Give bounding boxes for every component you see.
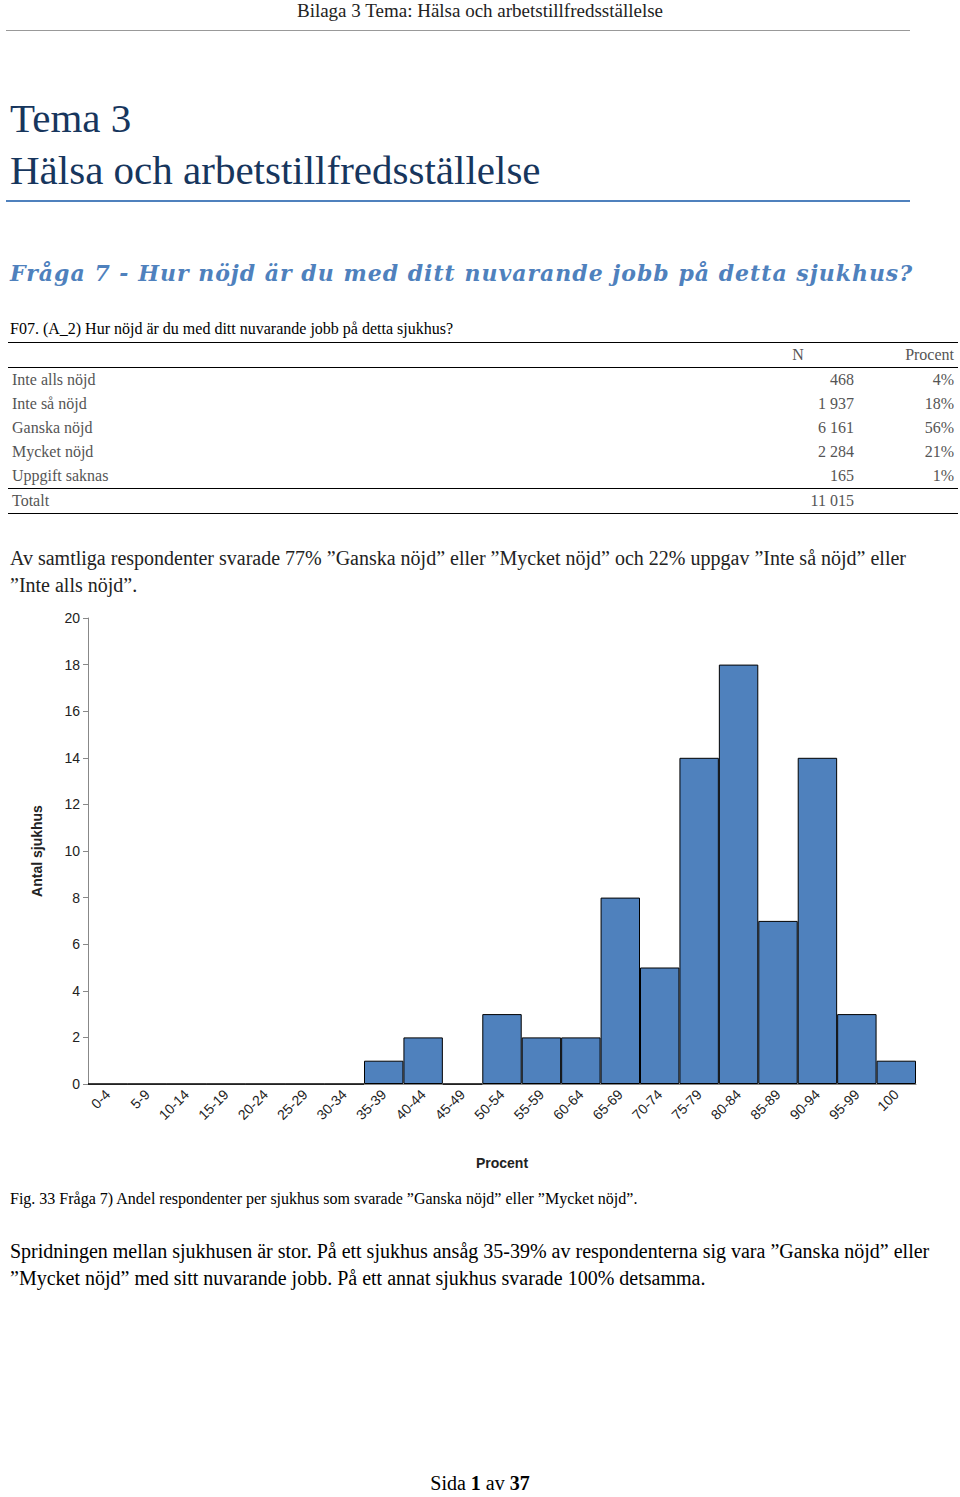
html-text:21%: 21% — [924, 443, 954, 460]
html-text:Mycket nöjd: Mycket nöjd — [12, 443, 94, 460]
html-text:Spridningen mellan sjukhusen ä: Spridningen mellan sjukhusen är stor. På… — [10, 1240, 930, 1289]
html-text:Ganska nöjd: Ganska nöjd — [12, 419, 93, 436]
svg-text:0-4: 0-4 — [88, 1086, 114, 1112]
html-text:1%: 1% — [932, 467, 954, 484]
svg-text:12: 12 — [64, 796, 80, 812]
svg-text:85-89: 85-89 — [747, 1086, 784, 1123]
svg-text:45-49: 45-49 — [432, 1086, 469, 1123]
html-text:Inte så nöjd: Inte så nöjd — [12, 395, 87, 412]
html-text:468: 468 — [830, 371, 854, 388]
svg-text:60-64: 60-64 — [550, 1086, 587, 1123]
svg-text:16: 16 — [64, 703, 80, 719]
svg-text:8: 8 — [72, 890, 80, 906]
svg-text:18: 18 — [64, 657, 80, 673]
svg-text:50-54: 50-54 — [471, 1086, 508, 1123]
html-text:Inte alls nöjd: Inte alls nöjd — [12, 371, 96, 388]
svg-text:75-79: 75-79 — [668, 1086, 705, 1123]
svg-text:6: 6 — [72, 936, 80, 952]
html-text:Uppgift saknas: Uppgift saknas — [12, 467, 109, 484]
html-text:56%: 56% — [924, 419, 954, 436]
svg-text:80-84: 80-84 — [708, 1086, 745, 1123]
svg-text:70-74: 70-74 — [629, 1086, 666, 1123]
html-text:Bilaga 3 Tema: Hälsa och arbet: Bilaga 3 Tema: Hälsa och arbetstillfreds… — [297, 0, 663, 21]
html-text:Totalt: Totalt — [12, 492, 50, 509]
svg-text:20: 20 — [64, 610, 80, 626]
svg-text:15-19: 15-19 — [195, 1086, 232, 1123]
svg-text:100: 100 — [874, 1086, 902, 1114]
html-text:Fig. 33 Fråga 7) Andel respond: Fig. 33 Fråga 7) Andel respondenter per … — [10, 1190, 638, 1207]
svg-text:5-9: 5-9 — [127, 1086, 153, 1112]
html-text:Av samtliga respondenter svara: Av samtliga respondenter svarade 77% ”Ga… — [10, 547, 906, 596]
html-text:11 015: 11 015 — [810, 492, 854, 509]
html-text:Fråga 7 - Hur nöjd är du med d: Fråga 7 - Hur nöjd är du med ditt nuvara… — [10, 260, 914, 286]
svg-text:40-44: 40-44 — [392, 1086, 429, 1123]
html-text:2 284: 2 284 — [818, 443, 854, 460]
svg-text:25-29: 25-29 — [274, 1086, 311, 1123]
html-text:1 937: 1 937 — [818, 395, 854, 412]
svg-text:30-34: 30-34 — [313, 1086, 350, 1123]
svg-text:35-39: 35-39 — [353, 1086, 390, 1123]
html-text:6 161: 6 161 — [818, 419, 854, 436]
svg-text:14: 14 — [64, 750, 80, 766]
svg-text:90-94: 90-94 — [786, 1086, 823, 1123]
html-text:N: N — [792, 346, 804, 363]
html-text:Tema 3: Tema 3 — [10, 95, 132, 141]
svg-text:55-59: 55-59 — [510, 1086, 547, 1123]
html-text:F07. (A_2) Hur nöjd är du med: F07. (A_2) Hur nöjd är du med ditt nuvar… — [10, 320, 453, 337]
svg-text:0: 0 — [72, 1076, 80, 1092]
svg-text:Procent: Procent — [476, 1155, 528, 1171]
svg-text:65-69: 65-69 — [589, 1086, 626, 1123]
html-text:Hälsa och arbetstillfredsställ: Hälsa och arbetstillfredsställelse — [10, 147, 541, 193]
svg-text:Antal sjukhus: Antal sjukhus — [29, 805, 45, 897]
svg-text:10: 10 — [64, 843, 80, 859]
svg-text:2: 2 — [72, 1029, 80, 1045]
html-text:18%: 18% — [924, 395, 954, 412]
svg-text:4: 4 — [72, 983, 80, 999]
html-text:4%: 4% — [932, 371, 954, 388]
html-text:165: 165 — [830, 467, 854, 484]
svg-text:10-14: 10-14 — [156, 1086, 193, 1123]
svg-text:95-99: 95-99 — [826, 1086, 863, 1123]
html-text:Procent: Procent — [905, 346, 954, 363]
svg-text:20-24: 20-24 — [234, 1086, 271, 1123]
html-text:Sida 1 av 37: Sida 1 av 37 — [430, 1472, 530, 1494]
